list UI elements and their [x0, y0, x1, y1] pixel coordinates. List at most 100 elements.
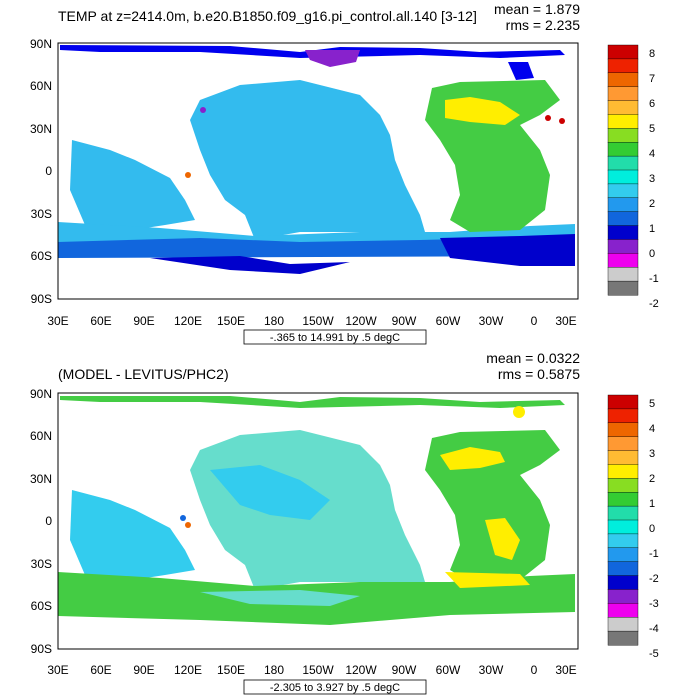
panel-2-lat-label: 60S	[31, 599, 52, 613]
colorbar-swatch	[607, 114, 639, 129]
panel-2-title: (MODEL - LEVITUS/PHC2)	[58, 366, 229, 382]
panel-1: TEMP at z=2414.0m, b.e20.B1850.f09_g16.p…	[30, 1, 659, 345]
colorbar-swatch	[607, 630, 639, 646]
colorbar-swatch	[607, 155, 639, 171]
panel-1-colorbar-label: 3	[649, 173, 655, 185]
panel-2-colorbar-label: 2	[649, 473, 655, 485]
panel-2-lon-label: 90E	[133, 663, 154, 677]
colorbar-swatch	[607, 100, 639, 115]
panel-2-lon-label: 60E	[90, 663, 111, 677]
panel-1-arctic-purple	[305, 50, 360, 67]
panel-2-lat-label: 30N	[30, 472, 52, 486]
panel-2-colorbar-label: -4	[649, 623, 659, 635]
panel-1-lon-label: 30E	[47, 314, 68, 328]
panel-1-range-box	[243, 329, 427, 345]
colorbar-swatch	[607, 505, 639, 521]
panel-2-indian-ocean	[70, 490, 195, 582]
colorbar-swatch	[607, 225, 639, 240]
colorbar-swatch	[607, 603, 639, 618]
panel-1-colorbar-label: 8	[649, 48, 655, 60]
panel-2-lat-label: 90S	[31, 642, 52, 656]
panel-1-lon-label: 150E	[217, 314, 245, 328]
colorbar-swatch	[607, 44, 639, 60]
colorbar-swatch	[607, 408, 639, 424]
panel-1-colorbar-label: -1	[649, 273, 659, 285]
panel-2-colorbar-label: -5	[649, 648, 659, 660]
colorbar-swatch	[607, 519, 639, 535]
panel-2-range-box	[243, 679, 427, 695]
panel-2-colorbar-label: 0	[649, 523, 655, 535]
panel-1-colorbar-label: 7	[649, 73, 655, 85]
panel-1-antarctic-shelf	[150, 256, 350, 274]
panel-1-lat-label: 60S	[31, 249, 52, 263]
panel-1-lon-label: 90W	[392, 314, 417, 328]
panel-2-colorbar-label: 4	[649, 423, 655, 435]
panel-2-lat-label: 0	[45, 514, 52, 528]
panel-2-lat-label: 30S	[31, 557, 52, 571]
colorbar-swatch	[607, 561, 639, 577]
panel-1-map	[57, 42, 579, 300]
colorbar-swatch	[607, 72, 639, 88]
panel-2-colorbar-label: 1	[649, 498, 655, 510]
panel-1-lon-label: 30E	[555, 314, 576, 328]
panel-2-lon-label: 60W	[436, 663, 461, 677]
panel-2-range-label: -2.305 to 3.927 by .5 degC	[270, 682, 400, 694]
panel-2-colorbar-label: -2	[649, 573, 659, 585]
panel-1-title: TEMP at z=2414.0m, b.e20.B1850.f09_g16.p…	[58, 8, 477, 24]
panel-1-lon-label: 120W	[345, 314, 377, 328]
panel-1-rms: rms = 2.235	[506, 17, 581, 33]
panel-2-southern-teal	[200, 590, 360, 606]
colorbar-swatch	[607, 617, 639, 632]
panel-1-lat-label: 90S	[31, 292, 52, 306]
panel-2: (MODEL - LEVITUS/PHC2) mean = 0.0322 rms…	[30, 350, 659, 695]
panel-2-rms: rms = 0.5875	[498, 366, 580, 382]
colorbar-swatch	[607, 547, 639, 563]
panel-1-lat-label: 0	[45, 164, 52, 178]
panel-2-colorbar	[607, 394, 639, 646]
colorbar-swatch	[607, 239, 639, 254]
panel-1-colorbar-label: -2	[649, 298, 659, 310]
panel-2-north-atlantic-yellow	[440, 447, 505, 470]
colorbar-swatch	[607, 575, 639, 590]
panel-2-colorbar-label: 5	[649, 398, 655, 410]
panel-2-mean: mean = 0.0322	[486, 350, 580, 366]
panel-1-lon-label: 60E	[90, 314, 111, 328]
colorbar-swatch	[607, 533, 639, 549]
panel-1-lon-label: 150W	[302, 314, 334, 328]
panel-1-colorbar-label: 0	[649, 248, 655, 260]
panel-2-colorbar-label: -3	[649, 598, 659, 610]
panel-1-colorbar-label: 6	[649, 98, 655, 110]
panel-2-colorbar-label: -1	[649, 548, 659, 560]
panel-1-lon-label: 60W	[436, 314, 461, 328]
colorbar-swatch	[607, 169, 639, 185]
panel-2-colorbar-label: 3	[649, 448, 655, 460]
colorbar-swatch	[607, 422, 639, 438]
panel-1-north-atlantic-yellow	[445, 97, 520, 125]
panel-2-lon-label: 30E	[47, 663, 68, 677]
panel-1-colorbar	[607, 44, 639, 296]
panel-2-lon-label: 180	[264, 663, 284, 677]
colorbar-swatch	[607, 58, 639, 74]
panel-1-norwegian-sea	[508, 62, 534, 80]
panel-2-atlantic-yellow-blob	[485, 518, 520, 560]
colorbar-swatch	[607, 492, 639, 507]
panel-1-range-label: -.365 to 14.991 by .5 degC	[270, 332, 400, 344]
panel-1-colorbar-label: 5	[649, 123, 655, 135]
panel-1-pacific	[190, 80, 425, 240]
panel-2-pacific-cyan	[210, 465, 330, 520]
colorbar-swatch	[607, 450, 639, 465]
panel-1-lon-label: 120E	[174, 314, 202, 328]
panel-1-lon-label: 90E	[133, 314, 154, 328]
colorbar-swatch	[607, 142, 639, 157]
panel-1-lon-label: 0	[531, 314, 538, 328]
colorbar-swatch	[607, 211, 639, 227]
colorbar-swatch	[607, 436, 639, 452]
panel-2-lon-label: 120E	[174, 663, 202, 677]
colorbar-swatch	[607, 128, 639, 143]
panel-1-lat-label: 30N	[30, 122, 52, 136]
panel-2-lon-label: 30E	[555, 663, 576, 677]
colorbar-swatch	[607, 267, 639, 282]
panel-1-colorbar-labels: 8 7 6 5 4 3 2 1 0 -1 -2	[649, 48, 659, 310]
panel-2-lat-label: 90N	[30, 387, 52, 401]
panel-1-lon-label: 30W	[479, 314, 504, 328]
